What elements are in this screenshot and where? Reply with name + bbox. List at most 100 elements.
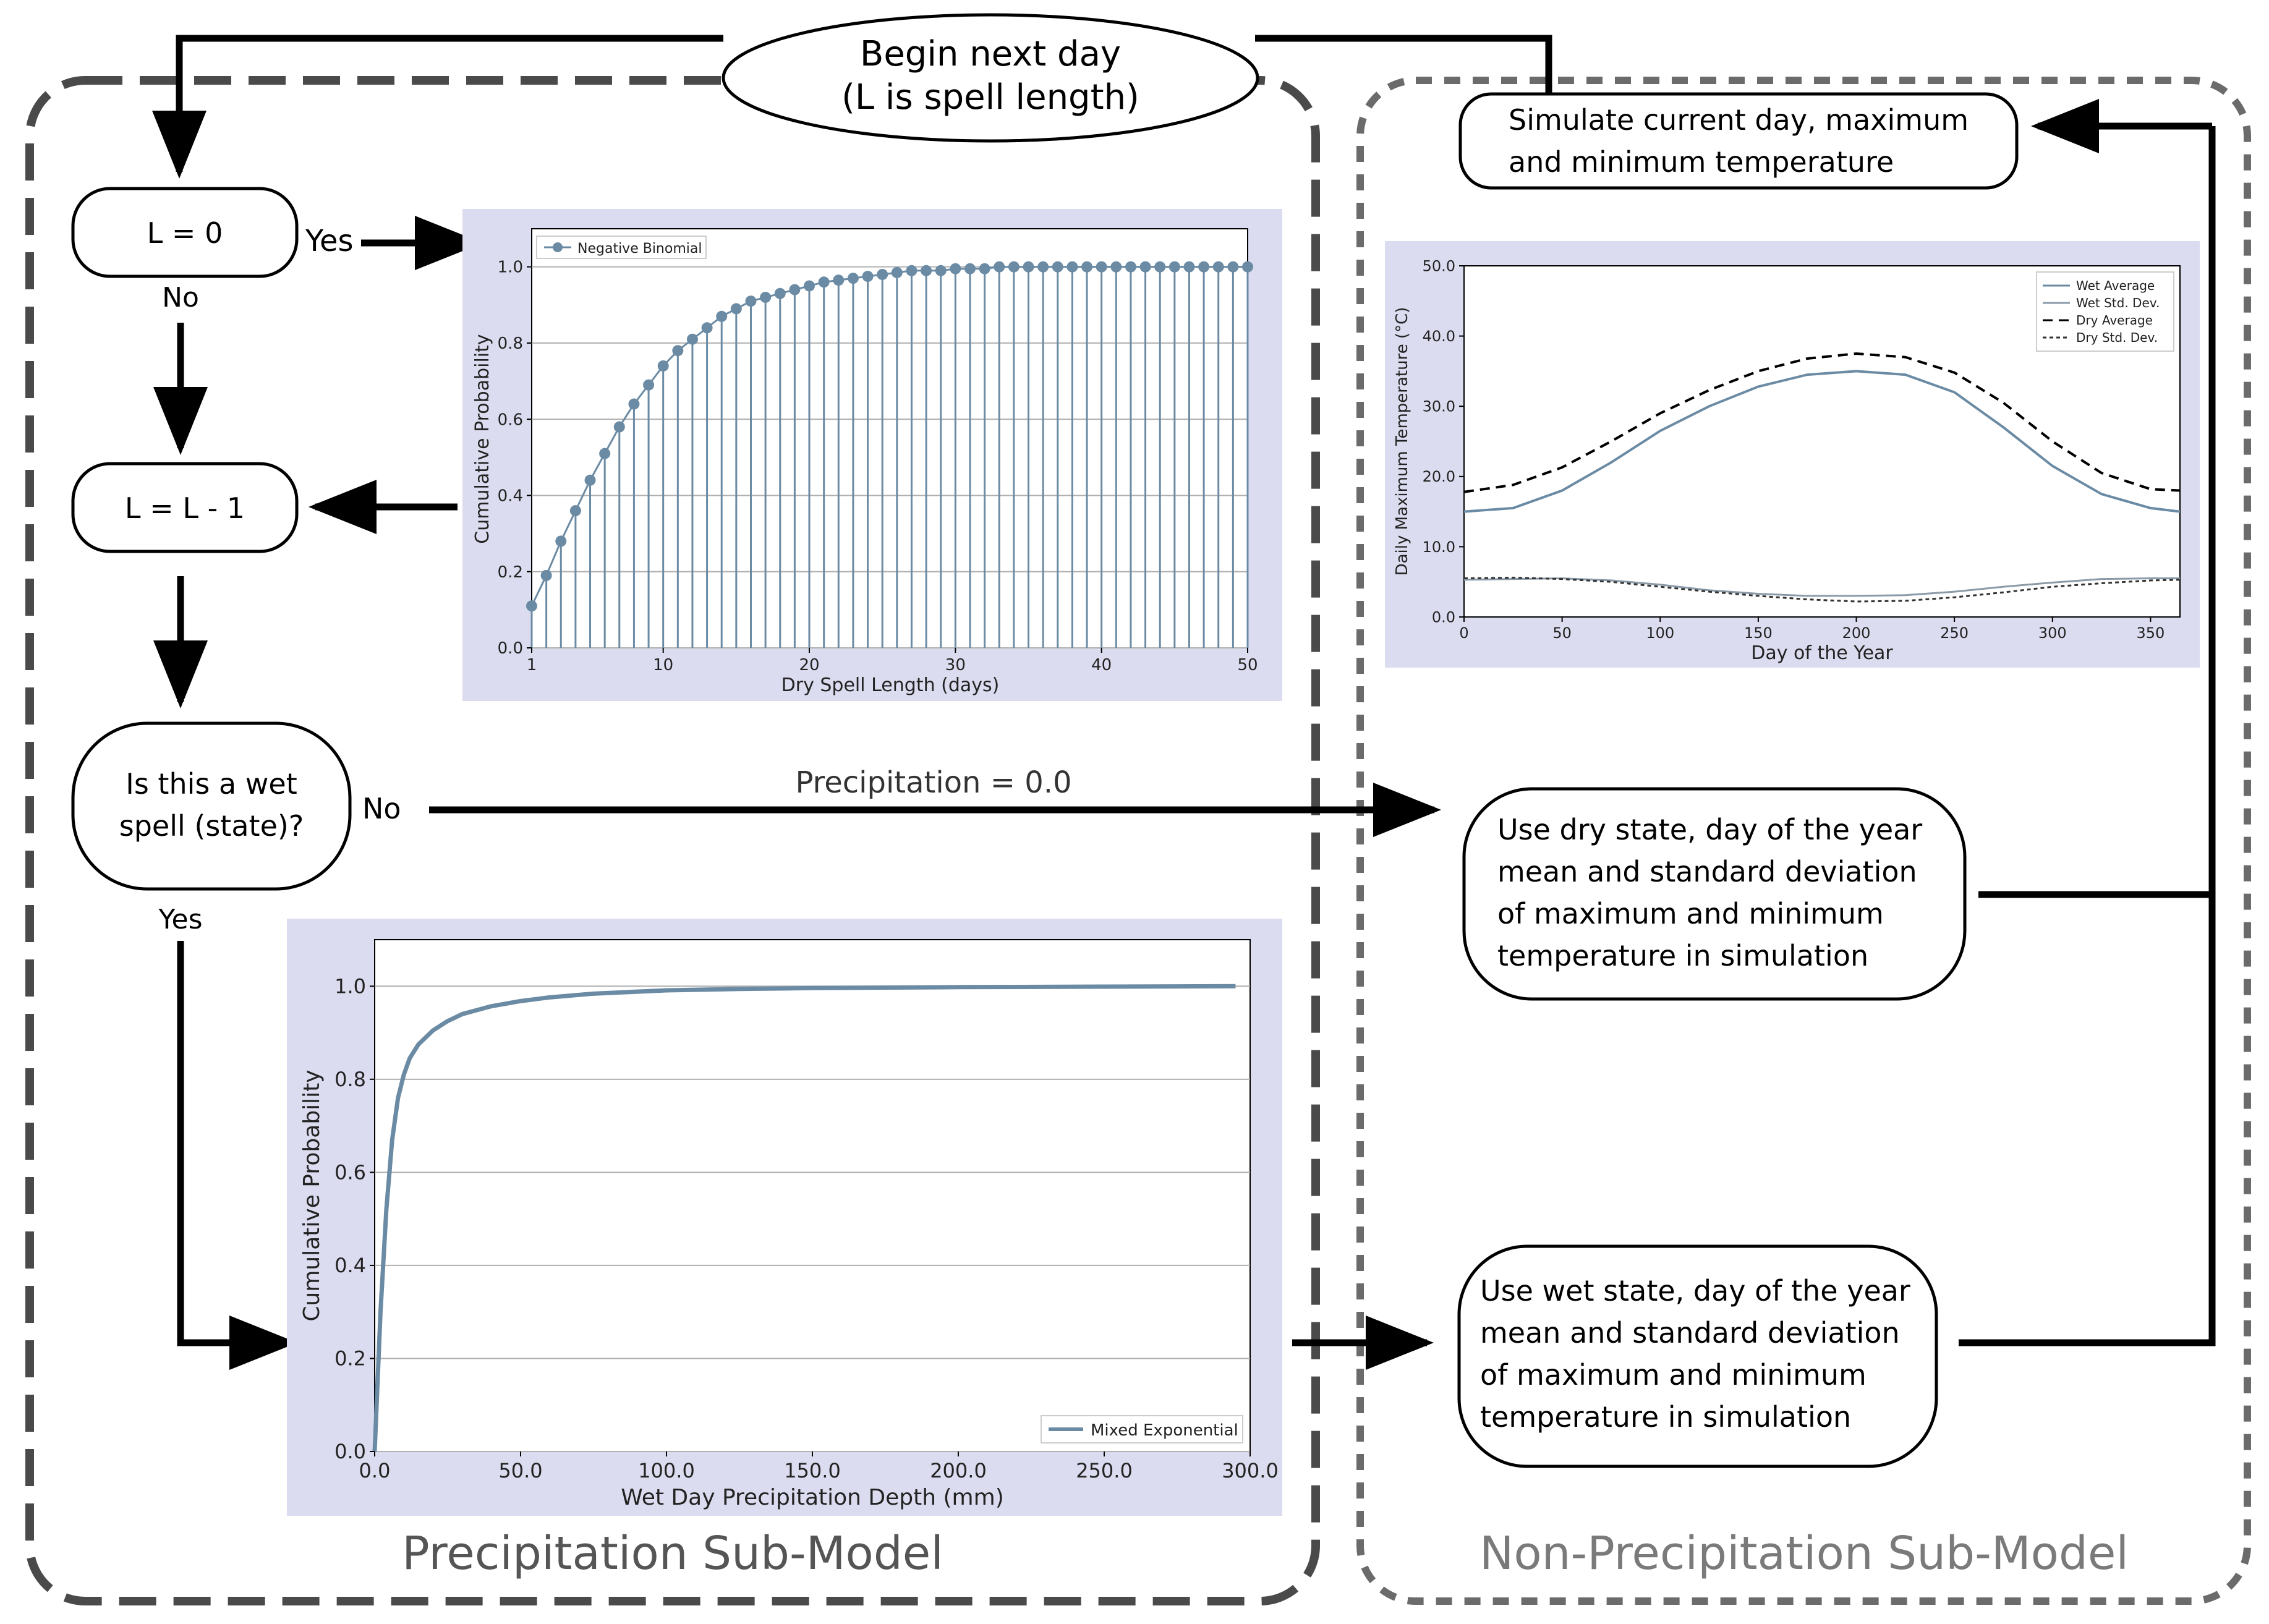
dry-spell-legend: Negative Binomial [536, 236, 707, 259]
stem-marker [1008, 261, 1020, 273]
precip-zero-label: Precipitation = 0.0 [795, 765, 1071, 800]
start-text-line2: (L is spell length) [841, 77, 1139, 117]
stem-marker [994, 261, 1005, 273]
x-tick-label: 300 [2038, 624, 2067, 642]
stem-marker [1169, 261, 1180, 273]
x-tick-label: 0 [1459, 624, 1468, 642]
nonprecipitation-submodel-label: Non-Precipitation Sub-Model [1479, 1527, 2129, 1580]
stem-marker [657, 360, 669, 372]
y-tick-label: 0.2 [498, 563, 523, 582]
x-tick-label: 30 [945, 656, 966, 674]
stem-marker [818, 276, 830, 288]
stem-marker [847, 273, 859, 284]
y-tick-label: 0.8 [498, 334, 523, 353]
stem-marker [950, 263, 961, 274]
stem-marker [599, 448, 611, 459]
x-tick-label: 1 [527, 656, 537, 674]
temperature-series-line [1463, 577, 2180, 597]
y-tick-label: 10.0 [1423, 538, 1455, 556]
x-tick-label: 40 [1091, 656, 1112, 674]
stem-marker [1110, 261, 1122, 273]
wet-depth-legend-label: Mixed Exponential [1091, 1421, 1238, 1440]
stem-marker [1023, 261, 1034, 273]
x-tick-label: 10 [653, 656, 673, 674]
stem-marker [1081, 261, 1093, 273]
stem-marker [760, 291, 772, 303]
yes-label: Yes [305, 224, 353, 258]
wet-question-line2: spell (state)? [119, 809, 304, 843]
stem-marker [1183, 261, 1195, 273]
y-tick-label: 20.0 [1423, 468, 1455, 485]
y-tick-label: 0.8 [334, 1068, 366, 1091]
stem-marker [1125, 261, 1136, 273]
yes2-label: Yes [158, 904, 202, 935]
stem-marker [935, 265, 947, 276]
stem-marker [569, 505, 581, 517]
y-tick-label: 0.4 [334, 1254, 366, 1277]
start-text-line1: Begin next day [860, 34, 1121, 74]
x-tick-label: 250 [1940, 624, 1969, 642]
stem-marker [1066, 261, 1078, 273]
stem-marker [730, 303, 742, 315]
stem-marker [613, 421, 625, 433]
stem-marker [1037, 261, 1049, 273]
y-tick-label: 0.6 [334, 1161, 366, 1184]
no-label: No [162, 282, 199, 313]
dry-spell-legend-label: Negative Binomial [577, 241, 702, 257]
legend-label: Dry Average [2076, 313, 2153, 328]
connector-wet-box-return [1959, 126, 2216, 1346]
dry-spell-xlabel: Dry Spell Length (days) [781, 674, 1000, 696]
wet-box-line2: mean and standard deviation [1480, 1316, 1900, 1350]
dry-box-line3: of maximum and minimum [1497, 897, 1884, 930]
precipitation-submodel-label: Precipitation Sub-Model [402, 1527, 943, 1580]
wet-question-line1: Is this a wet [126, 767, 297, 801]
temperature-legend: Wet Average Wet Std. Dev. Dry Average Dry S… [2036, 271, 2174, 352]
legend-label: Dry Std. Dev. [2076, 330, 2158, 345]
stem-marker [877, 268, 888, 280]
x-tick-label: 50 [1552, 624, 1572, 642]
stem-marker [1096, 261, 1107, 273]
temperature-chart: 0.0 10.0 20.0 30.0 40.0 50.0 0 50 100 150 200 250 3… [1385, 241, 2200, 668]
stem-marker [1198, 261, 1210, 273]
stem-marker [774, 287, 786, 299]
x-tick-label: 100.0 [638, 1459, 695, 1482]
wet-state-node: Use wet state, day of the year mean and … [1457, 1244, 1938, 1468]
x-tick-label: 50 [1237, 656, 1258, 674]
dry-state-node: Use dry state, day of the year mean and … [1462, 787, 1967, 1001]
mixed-exponential-line [372, 984, 1236, 1452]
x-tick-label: 200 [1842, 624, 1871, 642]
stem-marker [862, 271, 874, 283]
stem-marker [686, 333, 698, 345]
wet-box-line3: of maximum and minimum [1480, 1358, 1867, 1392]
stem-marker [526, 600, 537, 612]
connector-start-left [152, 35, 723, 179]
x-tick-label: 350 [2137, 624, 2165, 642]
dry-spell-plot-area [531, 228, 1248, 648]
x-tick-label: 0.0 [359, 1459, 391, 1482]
x-tick-label: 300.0 [1222, 1459, 1279, 1482]
y-tick-label: 1.0 [498, 258, 523, 277]
nonprecipitation-submodel-container [1356, 77, 2251, 1605]
l-decrement-text: L = L - 1 [125, 491, 245, 525]
simulate-line2: and minimum temperature [1509, 145, 1894, 179]
stem-marker [804, 280, 815, 292]
stem-marker [1139, 261, 1151, 273]
y-tick-label: 0.0 [1432, 608, 1455, 626]
y-tick-label: 0.2 [334, 1347, 366, 1371]
stem-marker [964, 263, 976, 274]
wet-depth-legend: Mixed Exponential [1041, 1415, 1243, 1443]
stem-marker [555, 535, 567, 547]
stem-marker [628, 398, 640, 410]
y-tick-label: 0.0 [498, 639, 523, 658]
wet-depth-ylabel: Cumulative Probability [299, 1069, 325, 1321]
y-tick-label: 0.0 [334, 1440, 366, 1463]
stem-marker [701, 322, 713, 334]
connector-start-right [1255, 35, 1552, 93]
y-tick-label: 30.0 [1423, 398, 1455, 415]
wet-depth-xlabel: Wet Day Precipitation Depth (mm) [621, 1485, 1004, 1510]
stem-marker [1227, 261, 1239, 273]
temperature-series-line [1463, 352, 2181, 493]
stem-marker [833, 274, 845, 286]
dry-box-line1: Use dry state, day of the year [1497, 813, 1922, 846]
